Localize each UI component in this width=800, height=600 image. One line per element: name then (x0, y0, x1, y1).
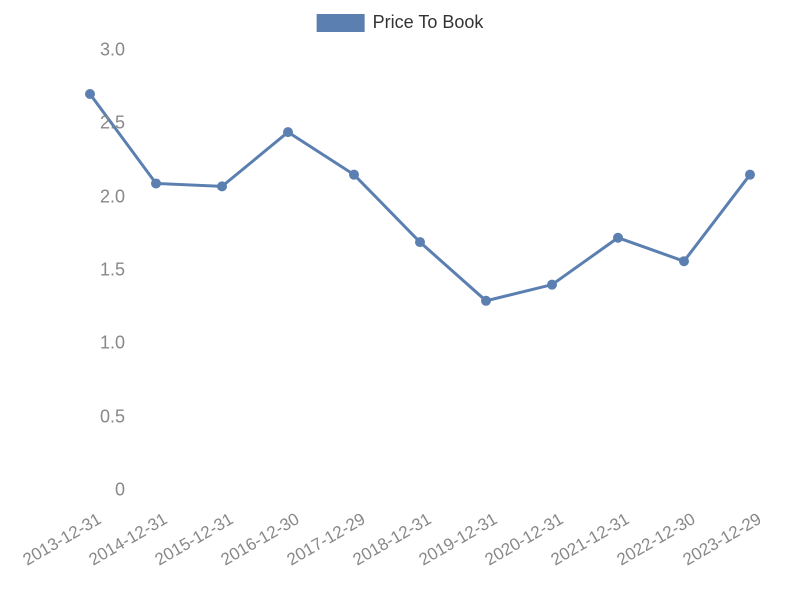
y-tick-label: 2.5 (100, 113, 125, 134)
chart-legend: Price To Book (317, 12, 484, 33)
data-point (283, 127, 293, 137)
data-point (85, 89, 95, 99)
plot-area (90, 50, 750, 490)
y-tick-label: 3.0 (100, 40, 125, 61)
chart-container: Price To Book 00.51.01.52.02.53.02013-12… (0, 0, 800, 600)
data-point (217, 181, 227, 191)
data-point (151, 178, 161, 188)
data-point (481, 296, 491, 306)
data-point (547, 280, 557, 290)
data-point (679, 256, 689, 266)
y-tick-label: 1.5 (100, 260, 125, 281)
y-tick-label: 0.5 (100, 406, 125, 427)
data-point (613, 233, 623, 243)
data-point (349, 170, 359, 180)
data-point (415, 237, 425, 247)
legend-swatch (317, 14, 365, 32)
y-tick-label: 0 (115, 480, 125, 501)
legend-label: Price To Book (373, 12, 484, 33)
y-tick-label: 2.0 (100, 186, 125, 207)
chart-svg (90, 50, 750, 490)
line-series (90, 94, 750, 301)
data-point (745, 170, 755, 180)
y-tick-label: 1.0 (100, 333, 125, 354)
